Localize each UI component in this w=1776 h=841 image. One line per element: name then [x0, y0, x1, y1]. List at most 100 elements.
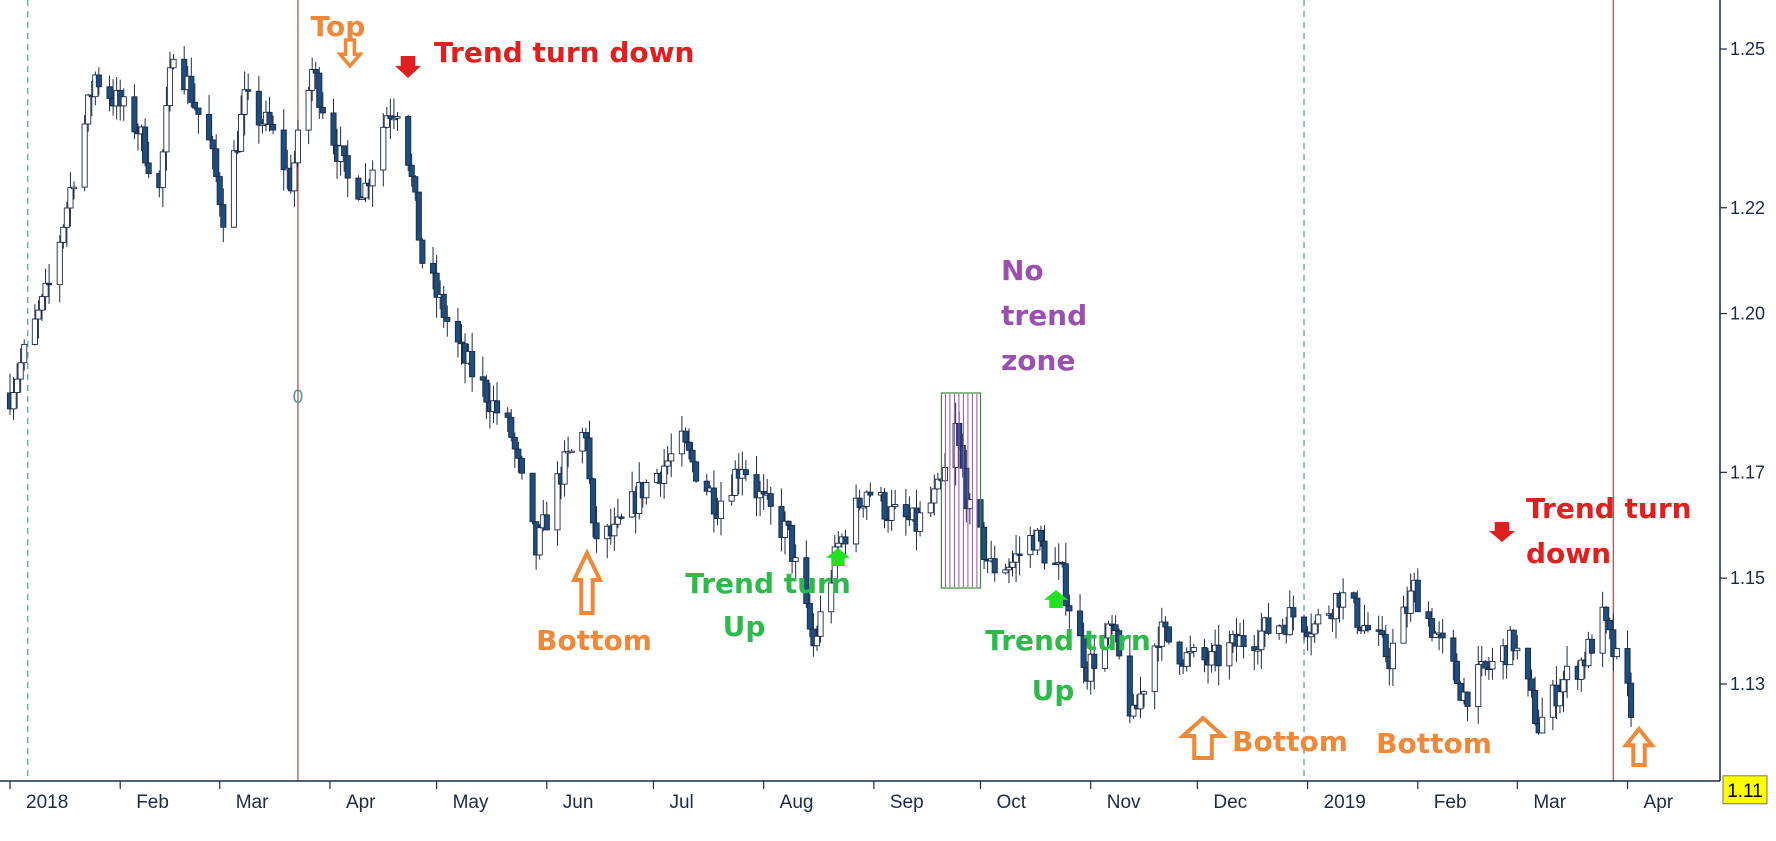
candle-body: [1514, 647, 1521, 652]
candle-body: [1400, 606, 1407, 644]
candle-body: [21, 343, 28, 364]
candle-body: [38, 296, 46, 311]
candle-body: [1077, 610, 1084, 637]
candle-body: [316, 72, 323, 108]
candle-body: [166, 67, 174, 107]
candle-body: [362, 182, 369, 199]
x-tick-label: May: [453, 792, 489, 813]
x-tick-label: Apr: [346, 792, 376, 813]
candle-body: [1187, 650, 1194, 654]
candle-body: [1091, 653, 1098, 669]
candle-body: [191, 101, 198, 109]
axes: 1.13 1.15 1.17 1.20 1.22 1.25 2018 Feb Mar Apr May…: [0, 0, 1768, 813]
candle-body: [344, 155, 351, 179]
candle-body: [1539, 716, 1546, 734]
candle-body: [305, 89, 312, 131]
candle-body: [63, 207, 70, 228]
candle-body: [159, 151, 166, 189]
candle-body: [1578, 659, 1585, 680]
candle-body: [493, 400, 501, 414]
candle-body: [294, 129, 302, 164]
candle-body: [785, 520, 792, 526]
candle-body: [1560, 679, 1567, 693]
candle-body: [1603, 606, 1610, 621]
candle-body: [309, 69, 316, 91]
y-tick-label: 1.17: [1730, 462, 1765, 482]
candle-body: [31, 318, 38, 345]
candle-body: [1165, 626, 1172, 643]
candle-body: [881, 492, 888, 520]
annotation-bottom: Bottom: [536, 624, 652, 657]
x-tick-label: Apr: [1644, 792, 1674, 813]
candle-body: [429, 262, 437, 274]
x-tick-label: Jul: [669, 792, 693, 813]
candle-body: [863, 491, 870, 507]
candle-body: [67, 187, 74, 209]
candle-body: [259, 123, 266, 126]
candle-body: [1610, 629, 1617, 658]
candle-body: [479, 376, 486, 381]
candle-body: [56, 241, 63, 286]
candle-body: [70, 186, 78, 190]
candle-body: [255, 90, 262, 126]
candle-body: [1183, 652, 1190, 667]
trend-down-arrow-icon: [395, 56, 421, 78]
candle-body: [245, 89, 252, 92]
candle-body: [213, 148, 220, 178]
x-tick-label: Nov: [1107, 792, 1141, 813]
candle-body: [1524, 647, 1532, 680]
candle-body: [853, 497, 860, 545]
candle-body: [1564, 665, 1571, 681]
candle-body: [1300, 616, 1308, 633]
candle-body: [760, 490, 767, 495]
candle-body: [1059, 562, 1066, 565]
candle-body: [408, 164, 415, 178]
annotation-no: No: [1001, 254, 1044, 287]
candle-body: [394, 116, 401, 119]
candle-body: [458, 341, 465, 345]
candle-body: [508, 416, 515, 438]
candle-body: [369, 169, 376, 187]
candle-body: [270, 124, 277, 131]
candle-body: [1510, 629, 1517, 652]
candle-body: [1158, 621, 1165, 647]
candle-body: [1414, 579, 1421, 613]
annotation-zone: zone: [1001, 344, 1075, 377]
candle-body: [981, 526, 988, 560]
candle-body: [1311, 623, 1318, 635]
annotation-trend: trend: [1001, 299, 1087, 332]
candle-body: [1080, 635, 1087, 668]
candle-body: [10, 392, 17, 410]
candle-body: [17, 362, 24, 380]
candle-body: [1354, 597, 1361, 628]
candle-body: [1037, 529, 1044, 542]
annotation-down: down: [1526, 537, 1611, 570]
candle-body: [927, 502, 934, 514]
candle-body: [554, 473, 561, 531]
y-tick-label: 1.22: [1730, 198, 1765, 218]
candle-body: [206, 113, 213, 141]
trend-up-arrow-icon: [826, 548, 850, 566]
candle-body: [561, 451, 568, 485]
candle-body: [195, 107, 202, 115]
candle-body: [241, 89, 248, 115]
candle-body: [1606, 620, 1613, 631]
candle-body: [529, 472, 536, 523]
candle-body: [1162, 621, 1169, 628]
candle-body: [170, 58, 177, 69]
candle-body: [789, 524, 796, 562]
candle-body: [1130, 704, 1137, 717]
candle-body: [341, 145, 348, 157]
candles: [6, 46, 1635, 735]
candle-body: [781, 520, 789, 538]
candle-body: [991, 558, 998, 574]
candle-body: [412, 176, 419, 193]
candle-body: [1379, 630, 1386, 636]
y-tick-label: 1.20: [1730, 304, 1765, 324]
candle-body: [106, 86, 113, 99]
candle-body: [1176, 641, 1183, 665]
candle-body: [614, 516, 621, 525]
annotation-trend-turn-down: Trend turn down: [434, 36, 694, 69]
